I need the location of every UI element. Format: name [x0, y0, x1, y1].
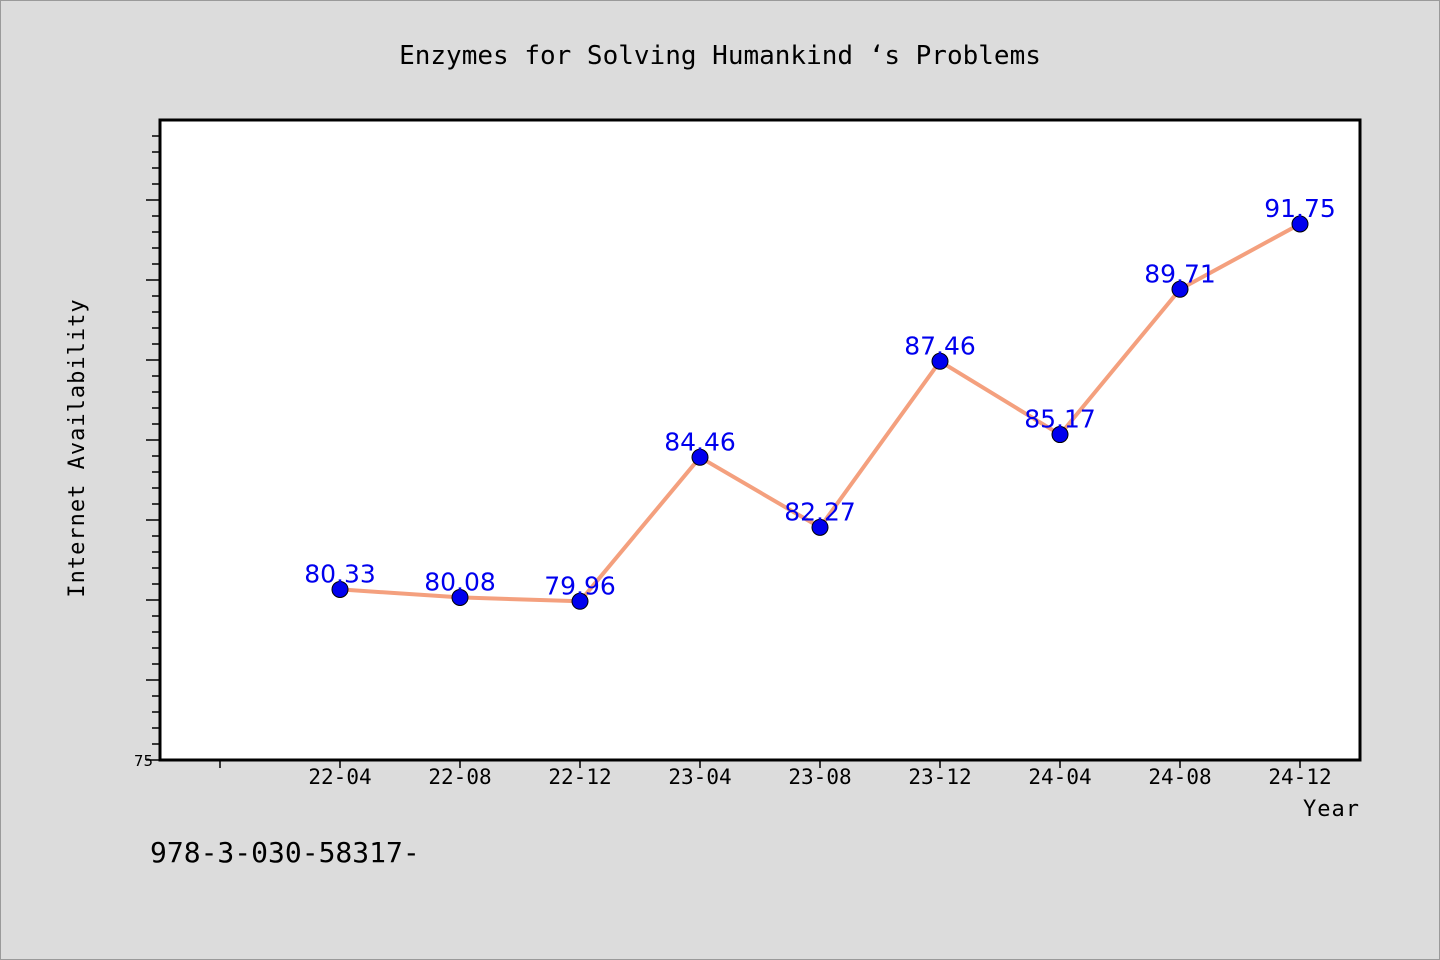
data-label: 84.46	[664, 427, 736, 456]
x-tick-label: 22-08	[428, 765, 491, 789]
data-label: 80.08	[424, 567, 496, 596]
chart-title: Enzymes for Solving Humankind ‘s Problem…	[399, 41, 1041, 71]
data-point	[1171, 280, 1189, 298]
x-tick-label: 23-12	[908, 765, 971, 789]
data-point	[1291, 215, 1309, 233]
data-point	[931, 352, 949, 370]
x-tick-label: 23-04	[668, 765, 731, 789]
data-label: 85.17	[1024, 405, 1096, 434]
x-tick-label: 22-04	[308, 765, 371, 789]
x-tick-label: 22-12	[548, 765, 611, 789]
data-label: 79.96	[544, 571, 616, 600]
data-label: 87.46	[904, 331, 976, 360]
data-labels: 80.33 80.08 79.96 84.46 82.27 87.46 85.17 89.71…	[304, 194, 1336, 600]
x-axis-label: Year	[1303, 797, 1360, 822]
x-tick-label: 24-04	[1028, 765, 1091, 789]
plot-area	[158, 118, 1362, 762]
data-point	[571, 592, 589, 610]
series-group	[331, 215, 1309, 610]
data-label: 89.71	[1144, 259, 1216, 288]
x-tick-label: 24-08	[1148, 765, 1211, 789]
y-axis-label: Internet Availability	[65, 298, 90, 597]
x-axis-ticks: 22-04 22-08 22-12 23-04 23-08 23-12 24-04 24-08…	[219, 760, 1332, 789]
data-point	[1051, 426, 1069, 444]
data-point	[811, 518, 829, 536]
x-tick-label: 24-12	[1268, 765, 1331, 789]
data-point	[691, 448, 709, 466]
footer-identifier: 978-3-030-58317-	[150, 836, 420, 869]
data-point	[331, 580, 349, 598]
data-label: 80.33	[304, 559, 376, 588]
y-tick-label-75: 75	[134, 752, 153, 770]
x-tick-label: 23-08	[788, 765, 851, 789]
data-label: 91.75	[1264, 194, 1336, 223]
y-axis-ticks	[146, 135, 160, 761]
data-label: 82.27	[784, 497, 856, 526]
data-point	[451, 588, 469, 606]
